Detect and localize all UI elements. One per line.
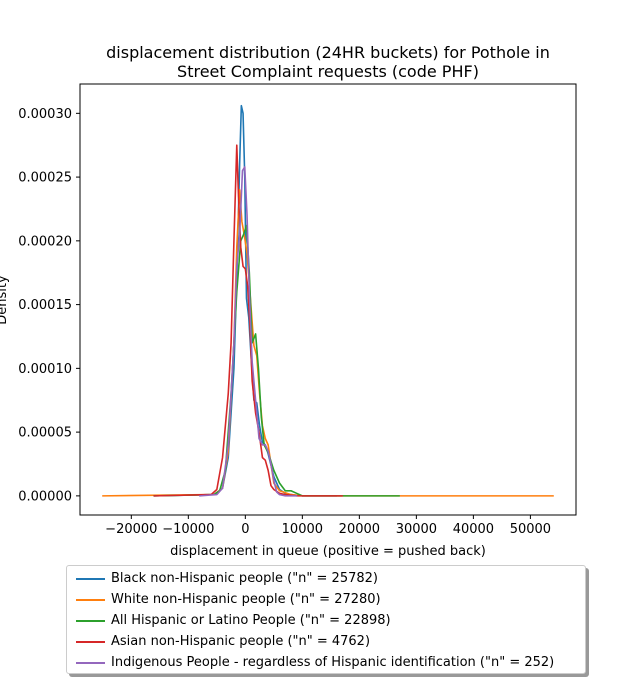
x-tick-label: 20000 bbox=[339, 522, 380, 537]
legend-item: White non-Hispanic people ("n" = 27280) bbox=[67, 589, 585, 610]
x-axis-label: displacement in queue (positive = pushed… bbox=[170, 544, 486, 559]
series-layer bbox=[102, 104, 555, 497]
y-tick-label: 0.00025 bbox=[18, 171, 72, 186]
chart-title-line-1: displacement distribution (24HR buckets)… bbox=[106, 43, 550, 62]
x-tick-label: −10000 bbox=[162, 522, 214, 537]
legend-swatch bbox=[76, 578, 105, 580]
legend-label: Asian non-Hispanic people ("n" = 4762) bbox=[111, 634, 371, 649]
x-tick-label: 0 bbox=[241, 522, 249, 537]
x-tick-label: 30000 bbox=[396, 522, 437, 537]
legend-swatch bbox=[76, 641, 105, 643]
legend-item: All Hispanic or Latino People ("n" = 228… bbox=[67, 610, 585, 631]
y-tick-label: 0.00010 bbox=[18, 362, 72, 377]
x-tick-label: 50000 bbox=[510, 522, 551, 537]
legend: Black non-Hispanic people ("n" = 25782) W… bbox=[66, 565, 586, 674]
legend-label: All Hispanic or Latino People ("n" = 228… bbox=[111, 613, 391, 628]
y-tick-label: 0.00020 bbox=[18, 234, 72, 249]
legend-item: Black non-Hispanic people ("n" = 25782) bbox=[67, 568, 585, 589]
plot-background bbox=[80, 84, 576, 515]
y-axis-label: Density bbox=[0, 275, 10, 325]
axes-layer: −20000 −10000 0 10000 20000 30000 40000 50000 0.… bbox=[18, 83, 577, 537]
legend-label: Indigenous People - regardless of Hispan… bbox=[111, 655, 555, 670]
legend-swatch bbox=[76, 662, 105, 664]
x-tick-label: 40000 bbox=[453, 522, 494, 537]
legend-label: Black non-Hispanic people ("n" = 25782) bbox=[111, 571, 378, 586]
legend-swatch bbox=[76, 620, 105, 622]
legend-swatch bbox=[76, 599, 105, 601]
chart-title-line-2: Street Complaint requests (code PHF) bbox=[177, 62, 479, 81]
y-tick-label: 0.00005 bbox=[18, 426, 72, 441]
plot-area bbox=[80, 84, 576, 515]
y-tick-label: 0.00030 bbox=[18, 107, 72, 122]
y-tick-label: 0.00000 bbox=[18, 489, 72, 504]
legend-item: Indigenous People - regardless of Hispan… bbox=[67, 652, 585, 673]
legend-item: Asian non-Hispanic people ("n" = 4762) bbox=[67, 631, 585, 652]
plot-frame bbox=[79, 83, 577, 516]
x-tick-label: 10000 bbox=[282, 522, 323, 537]
legend-label: White non-Hispanic people ("n" = 27280) bbox=[111, 592, 381, 607]
series-line-4 bbox=[198, 166, 298, 497]
series-line-3 bbox=[153, 144, 344, 497]
x-tick-label: −20000 bbox=[105, 522, 157, 537]
y-tick-label: 0.00015 bbox=[18, 298, 72, 313]
